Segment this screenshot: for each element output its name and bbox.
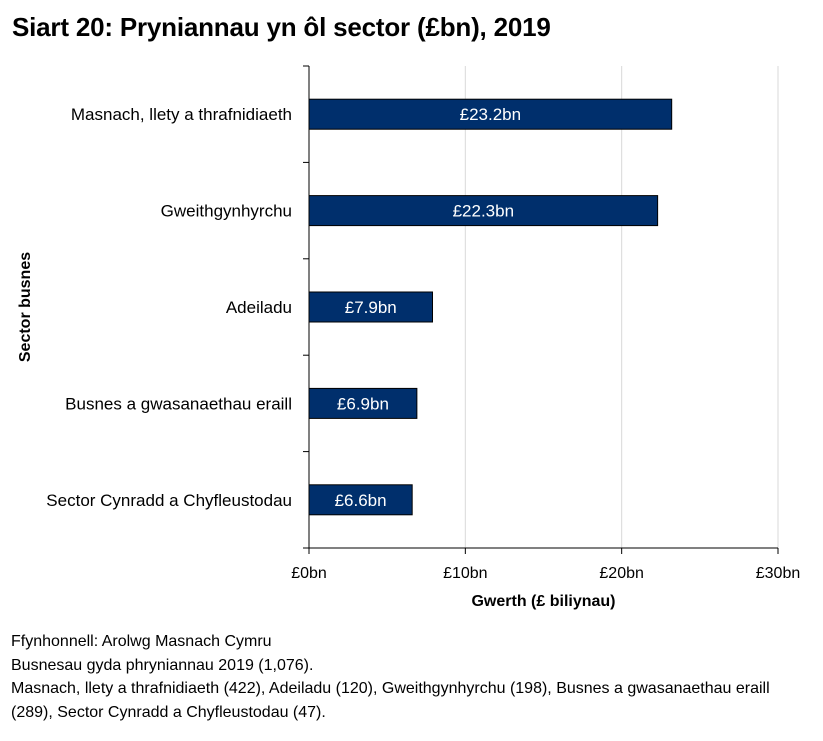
x-tick-label: £20bn — [599, 565, 644, 582]
bar-data-label: £6.9bn — [337, 394, 389, 413]
bar — [308, 484, 413, 516]
gridlines — [464, 66, 779, 548]
bar — [308, 98, 673, 130]
x-tick-label: £0bn — [291, 565, 327, 582]
bar-data-label: £6.6bn — [335, 491, 387, 510]
footnote-breakdown: Masnach, llety a thrafnidiaeth (422), Ad… — [11, 680, 770, 721]
labels: £0bn £10bn £20bn £30bn £23.2bn Masnach, llety… — [17, 105, 800, 610]
footnotes: Ffynhonnell: Arolwg Masnach Cymru Busnes… — [11, 630, 811, 724]
category-label: Adeiladu — [226, 298, 292, 317]
footnote-source: Ffynhonnell: Arolwg Masnach Cymru — [11, 633, 272, 650]
x-axis-title: Gwerth (£ biliynau) — [471, 593, 615, 610]
bar-data-label: £22.3bn — [453, 202, 514, 221]
bar-data-label: £7.9bn — [345, 298, 397, 317]
bar — [308, 387, 418, 419]
footnote-sample: Busnesau gyda phryniannau 2019 (1,076). — [11, 656, 314, 674]
y-axis-title: Sector busnes — [17, 252, 34, 362]
category-label: Masnach, llety a thrafnidiaeth — [71, 105, 292, 124]
bar-data-label: £23.2bn — [460, 105, 521, 124]
category-label: Gweithgynhyrchu — [161, 202, 292, 221]
x-tick-label: £10bn — [443, 565, 488, 582]
bar — [308, 195, 659, 227]
bar — [308, 291, 434, 323]
category-label: Sector Cynradd a Chyfleustodau — [46, 491, 292, 510]
category-label: Busnes a gwasanaethau eraill — [65, 394, 292, 413]
chart-title: Siart 20: Pryniannau yn ôl sector (£bn),… — [12, 12, 551, 42]
bars — [308, 98, 673, 516]
bar-chart: £0bn £10bn £20bn £30bn £23.2bn Masnach, llety… — [17, 65, 800, 610]
x-tick-label: £30bn — [756, 565, 801, 582]
